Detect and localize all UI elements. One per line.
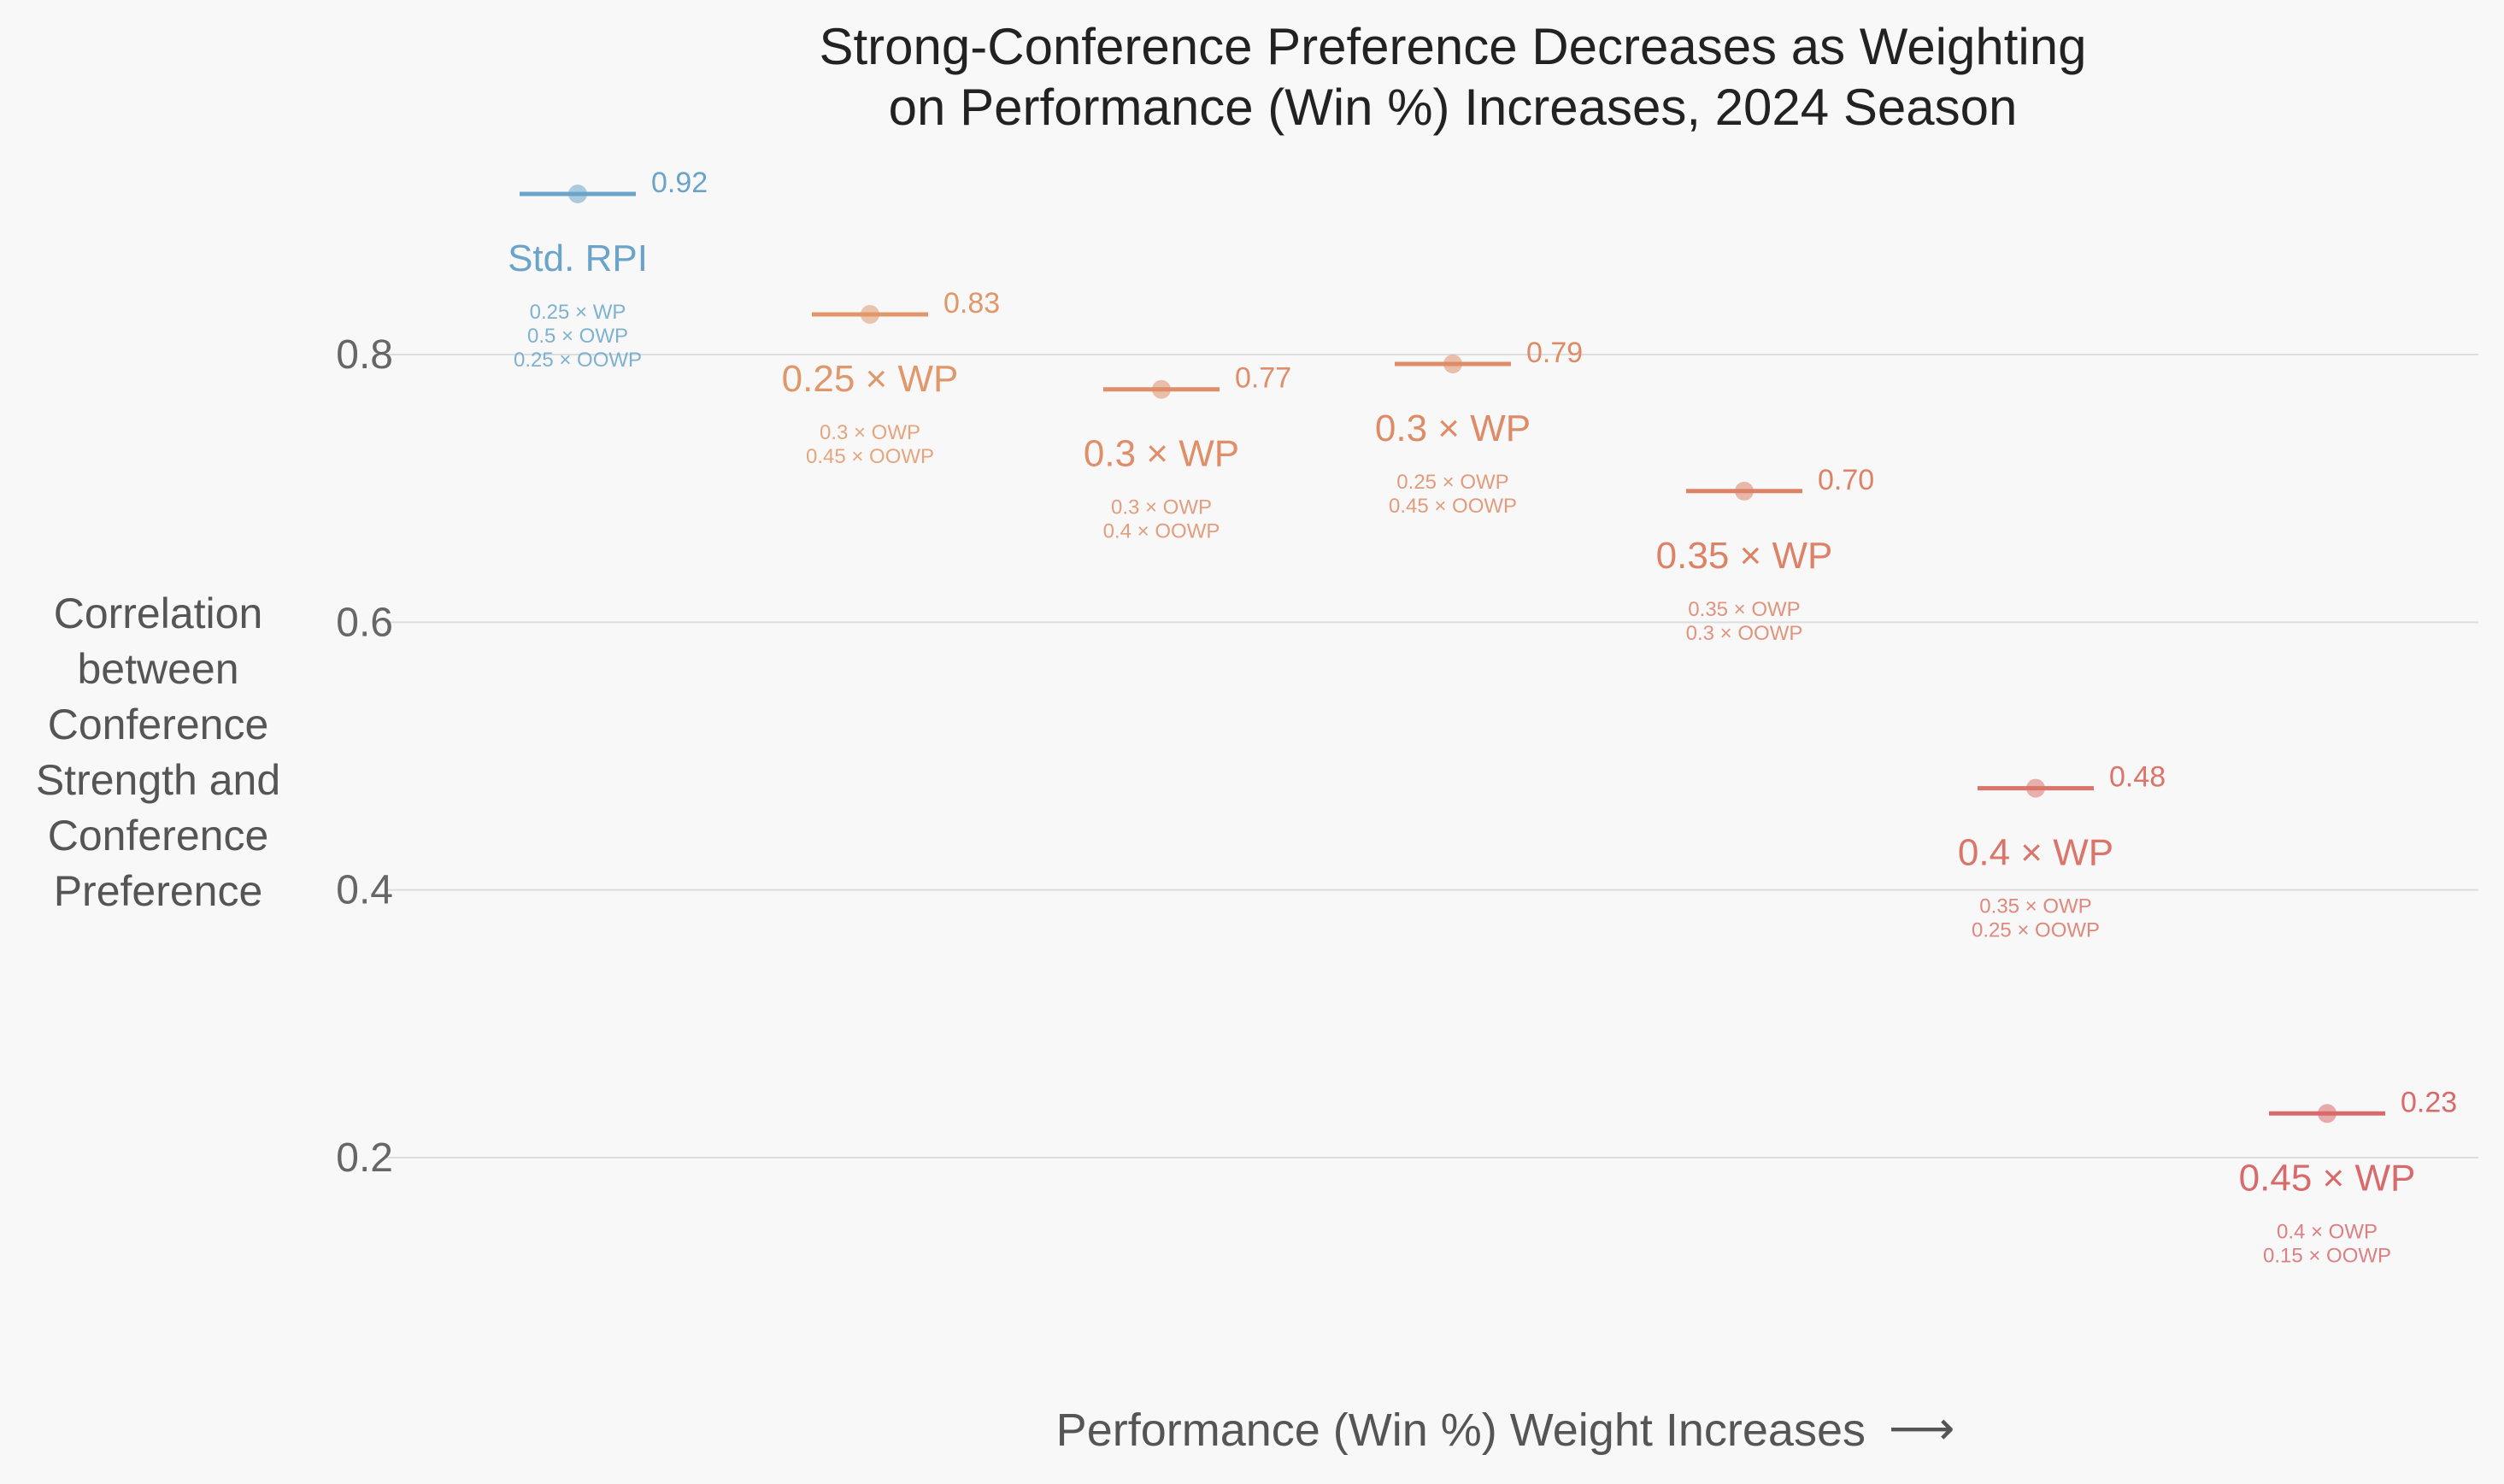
data-point-sublabel: 0.25 × OOWP — [514, 349, 642, 372]
data-value-label: 0.79 — [1526, 337, 1583, 369]
data-value-label: 0.70 — [1818, 464, 1874, 496]
data-point-sublabel: 0.3 × OWP — [820, 421, 920, 444]
y-axis-label-line: between — [77, 645, 238, 693]
data-value-label: 0.83 — [943, 287, 1000, 320]
data-value-label: 0.48 — [2109, 761, 2166, 794]
chart-title-line-1: Strong-Conference Preference Decreases a… — [819, 18, 2086, 75]
right-arrow-icon: ⟶ — [1889, 1403, 1954, 1454]
chart-title: Strong-Conference Preference Decreases a… — [819, 18, 2086, 136]
data-point-label: 0.4 × WP — [1958, 832, 2113, 874]
data-point-marker — [861, 305, 879, 324]
data-point-sublabel: 0.4 × OWP — [2277, 1220, 2378, 1243]
data-point-sublabel: 0.4 × OOWP — [1103, 520, 1220, 543]
data-point-label: 0.3 × WP — [1375, 408, 1531, 449]
data-point-sublabel: 0.3 × OWP — [1111, 496, 1212, 519]
data-point-label: 0.25 × WP — [782, 358, 959, 400]
data-value-label: 0.23 — [2401, 1086, 2457, 1118]
data-point-sublabel: 0.25 × OWP — [1396, 471, 1508, 494]
y-tick-label: 0.2 — [336, 1135, 393, 1181]
data-point-label: 0.3 × WP — [1084, 433, 1239, 475]
y-axis-label: Correlation between Conference Strength … — [36, 589, 280, 915]
y-axis-label-line: Strength and — [36, 756, 280, 804]
x-axis-label: Performance (Win %) Weight Increases ⟶ — [1056, 1403, 1955, 1456]
data-point-sublabel: 0.5 × OWP — [527, 325, 628, 348]
chart-title-line-2: on Performance (Win %) Increases, 2024 S… — [889, 79, 2018, 136]
data-point-label: Std. RPI — [508, 238, 648, 279]
x-axis-label-text: Performance (Win %) Weight Increases — [1056, 1405, 1866, 1456]
data-point-sublabel: 0.45 × OOWP — [1389, 495, 1517, 518]
data-point-marker — [2026, 778, 2045, 798]
y-axis-label-line: Preference — [54, 867, 263, 915]
data-point-sublabel: 0.35 × OWP — [1688, 598, 1800, 621]
data-value-label: 0.77 — [1235, 362, 1291, 395]
y-tick-label: 0.4 — [336, 868, 393, 913]
y-axis-label-line: Conference — [48, 812, 269, 859]
y-tick-label: 0.6 — [336, 600, 393, 645]
data-point-label: 0.45 × WP — [2239, 1157, 2416, 1199]
data-point-marker — [1152, 379, 1171, 399]
data-point-sublabel: 0.25 × WP — [530, 301, 626, 324]
data-point-marker — [1443, 354, 1462, 373]
y-axis-ticks: 0.2 0.4 0.6 0.8 — [336, 332, 393, 1181]
data-point-sublabel: 0.15 × OOWP — [2263, 1244, 2391, 1267]
data-point-sublabel: 0.45 × OOWP — [806, 445, 934, 468]
y-axis-label-line: Correlation — [54, 589, 263, 637]
data-point-marker — [1735, 481, 1754, 501]
data-point-marker — [568, 185, 587, 203]
y-axis-label-line: Conference — [48, 701, 269, 748]
y-tick-label: 0.8 — [336, 332, 393, 378]
data-value-label: 0.92 — [651, 167, 708, 199]
data-point-sublabel: 0.3 × OOWP — [1686, 622, 1803, 645]
data-point-sublabel: 0.25 × OOWP — [1972, 919, 2100, 942]
gridlines — [385, 354, 2478, 1158]
data-point-label: 0.35 × WP — [1656, 535, 1833, 577]
data-point-marker — [2318, 1104, 2336, 1123]
data-point-sublabel: 0.35 × OWP — [1979, 895, 2091, 918]
